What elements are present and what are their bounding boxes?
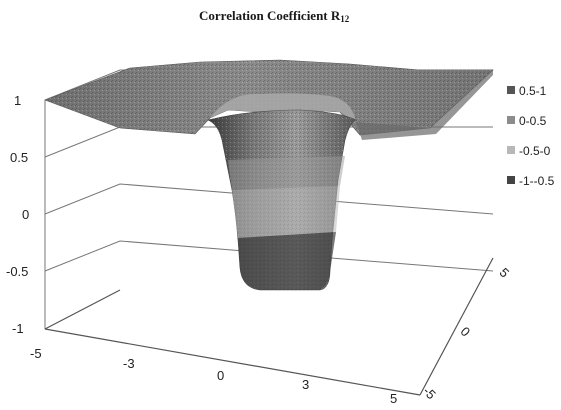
y-tick: -5 — [420, 383, 439, 402]
x-tick: 3 — [302, 377, 309, 392]
grid-line-z-0 — [44, 183, 494, 215]
floor-right-edge — [419, 257, 494, 396]
legend-item: 0.5-1 — [507, 84, 547, 98]
legend-swatch — [507, 86, 515, 94]
legend-label: -0.5-0 — [519, 144, 551, 158]
legend-label: -1--0.5 — [519, 174, 555, 188]
legend-swatch — [507, 116, 515, 124]
y-tick: 0 — [458, 324, 474, 340]
legend-swatch — [507, 176, 515, 184]
chart-title: Correlation Coefficient R12 — [199, 8, 350, 24]
z-axis-ticks: 1 0.5 0 -0.5 -1 — [6, 93, 29, 336]
legend-item: 0-0.5 — [507, 114, 547, 128]
x-tick: -3 — [123, 356, 135, 371]
y-axis-ticks: 5 0 -5 — [420, 265, 512, 402]
floor — [44, 257, 494, 396]
x-tick: 0 — [217, 368, 224, 383]
legend-item: -0.5-0 — [507, 144, 551, 158]
surface — [44, 59, 494, 291]
well-band-0-0.5 — [228, 156, 345, 190]
x-tick: -5 — [30, 346, 42, 361]
x-axis-ticks: -5 -3 0 3 5 — [30, 346, 397, 406]
legend: 0.5-1 0-0.5 -0.5-0 -1--0.5 — [507, 84, 555, 188]
z-tick: 0.5 — [10, 150, 28, 165]
x-tick: 5 — [390, 391, 397, 406]
legend-label: 0-0.5 — [519, 114, 547, 128]
surface-rim — [210, 93, 356, 122]
z-tick: -0.5 — [6, 264, 28, 279]
z-tick: 1 — [14, 93, 21, 108]
z-tick: 0 — [22, 207, 29, 222]
well-band--0.5-0 — [232, 186, 340, 238]
grid-line-z--0.5 — [44, 240, 494, 272]
y-tick: 5 — [497, 265, 513, 281]
legend-label: 0.5-1 — [519, 84, 547, 98]
floor-left-edge — [44, 289, 121, 330]
legend-item: -1--0.5 — [507, 174, 555, 188]
surface-right-front — [356, 70, 493, 140]
z-tick: -1 — [12, 321, 24, 336]
floor-front-edge — [44, 328, 421, 396]
legend-swatch — [507, 146, 515, 154]
well-band--1--0.5 — [238, 232, 336, 290]
